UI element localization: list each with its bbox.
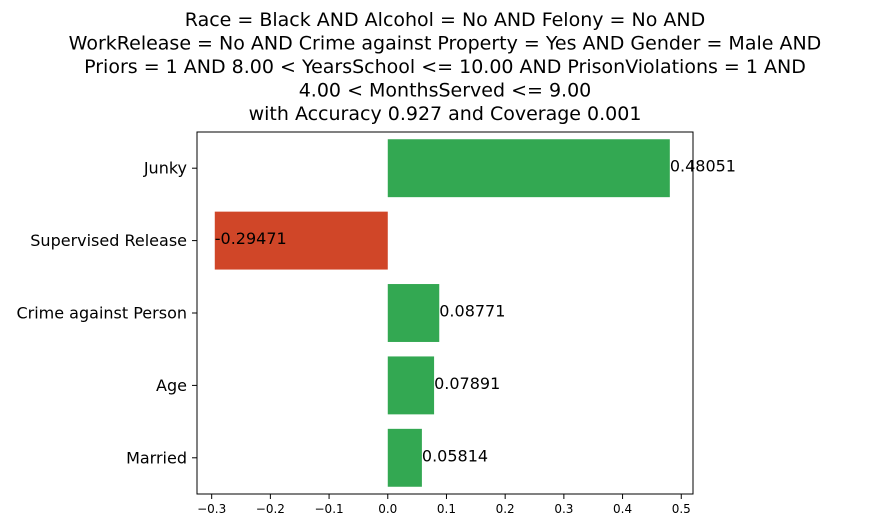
x-tick-label: 0.5 — [672, 502, 691, 516]
chart-title: Race = Black AND Alcohol = No AND Felony… — [69, 9, 822, 125]
bar-junky — [387, 139, 670, 198]
title-line: with Accuracy 0.927 and Coverage 0.001 — [249, 103, 642, 125]
data-label: 0.08771 — [439, 302, 505, 321]
plot-area-frame — [196, 131, 694, 495]
y-axis: Junky Supervised Release Crime against Per… — [16, 159, 197, 467]
bar-supervised-release — [214, 211, 388, 270]
data-label: 0.07891 — [434, 374, 500, 393]
title-line: Race = Black AND Alcohol = No AND Felony… — [185, 9, 705, 31]
bar-age — [387, 356, 435, 415]
x-tick-label: 0.3 — [554, 502, 573, 516]
x-tick-label: −0.1 — [315, 502, 344, 516]
x-axis: −0.3 −0.2 −0.1 0.0 0.1 0.2 0.3 0.4 0.5 — [197, 494, 691, 516]
data-label: 0.05814 — [422, 446, 488, 465]
title-line: WorkRelease = No AND Crime against Prope… — [69, 33, 822, 55]
y-tick-label: Age — [156, 376, 187, 395]
y-tick-label: Supervised Release — [30, 231, 187, 250]
title-line: Priors = 1 AND 8.00 < YearsSchool <= 10.… — [84, 56, 806, 78]
y-tick-label: Junky — [143, 159, 187, 178]
x-tick-label: 0.1 — [437, 502, 456, 516]
x-tick-label: 0.0 — [378, 502, 397, 516]
data-label: 0.48051 — [670, 157, 736, 176]
x-tick-label: 0.4 — [613, 502, 632, 516]
x-tick-label: 0.2 — [496, 502, 515, 516]
x-tick-label: −0.2 — [256, 502, 285, 516]
bar-married — [387, 428, 422, 487]
y-tick-label: Crime against Person — [16, 304, 187, 323]
title-line: 4.00 < MonthsServed <= 9.00 — [299, 80, 592, 102]
data-label: -0.29471 — [215, 229, 287, 248]
y-tick-label: Married — [126, 448, 187, 467]
x-tick-label: −0.3 — [197, 502, 226, 516]
bar-crime-against-person — [387, 284, 440, 342]
bars — [214, 139, 670, 487]
data-labels: 0.48051 -0.29471 0.08771 0.07891 0.05814 — [215, 157, 736, 466]
